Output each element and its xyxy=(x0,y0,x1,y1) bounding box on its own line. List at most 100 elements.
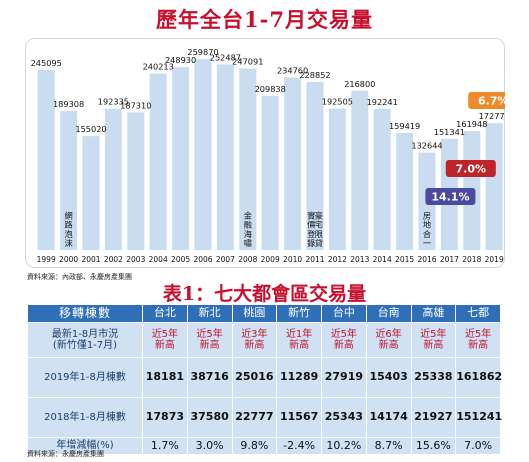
x-label-2017: 2017 xyxy=(440,255,459,264)
bar-2019 xyxy=(485,123,503,250)
bar-2005 xyxy=(172,67,190,250)
bar-2007 xyxy=(216,64,234,250)
value-label-2014: 192241 xyxy=(367,97,398,107)
annotation-2011-1: 實價登錄 xyxy=(307,210,315,248)
value-label-2006: 259870 xyxy=(187,47,218,57)
x-label-2008: 2008 xyxy=(238,255,257,264)
x-label-2018: 2018 xyxy=(462,255,481,264)
table-cell: 3.0% xyxy=(186,437,233,455)
x-label-2001: 2001 xyxy=(81,255,100,264)
table-cell: 161862 xyxy=(455,357,502,398)
table-cell: 近5年 新高 xyxy=(321,322,367,358)
annotation-2011-0: 豪宅限貸 xyxy=(315,210,323,248)
table-cell: 11567 xyxy=(276,397,322,438)
value-label-2007: 252487 xyxy=(210,53,241,63)
chart-title: 歷年全台1-7月交易量 xyxy=(156,7,373,32)
table-cell: 15.6% xyxy=(410,437,457,455)
table-corner-header: 移轉棟數 xyxy=(27,304,143,323)
metro-stats-table: 移轉棟數 台北 新北 桃園 新竹 台中 台南 高雄 七都 最新1-8月市況 (新竹僅1-7月) 近… xyxy=(27,304,502,455)
bar-1999 xyxy=(37,69,55,250)
table-cell: 近3年 新高 xyxy=(231,322,278,358)
table-cell: 近5年 新高 xyxy=(142,322,188,358)
chart-source: 資料來源：內政部、永慶房產集團 xyxy=(27,273,132,281)
table-cell: 近6年 新高 xyxy=(365,322,412,358)
row-label: 最新1-8月市況 (新竹僅1-7月) xyxy=(27,322,143,358)
badge-2019: 6.7% xyxy=(468,92,505,109)
x-label-2013: 2013 xyxy=(350,255,369,264)
table-cell: 近5年 新高 xyxy=(410,322,457,358)
table-cell: 14174 xyxy=(365,397,412,438)
table-cell: 25343 xyxy=(321,397,367,438)
x-label-2002: 2002 xyxy=(104,255,123,264)
x-label-2009: 2009 xyxy=(261,255,280,264)
table-cell: 27919 xyxy=(321,357,367,398)
bar-2014 xyxy=(373,108,391,250)
table-cell: 近5年 新高 xyxy=(186,322,233,358)
table-cell: 近1年 新高 xyxy=(276,322,322,358)
table-cell: 11289 xyxy=(276,357,322,398)
value-label-1999: 245095 xyxy=(31,58,62,68)
value-label-2000: 189308 xyxy=(53,99,84,109)
x-label-2003: 2003 xyxy=(126,255,145,264)
col-header-6: 高雄 xyxy=(410,304,457,323)
x-label-2012: 2012 xyxy=(328,255,347,264)
table-cell: 25016 xyxy=(231,357,278,398)
table-cell: 9.8% xyxy=(231,437,278,455)
col-header-5: 台南 xyxy=(365,304,412,323)
x-label-2019: 2019 xyxy=(485,255,504,264)
x-label-2011: 2011 xyxy=(305,255,324,264)
table-cell: 10.2% xyxy=(321,437,367,455)
table-row: 2018年1-8月棟數 17873 37580 22777 11567 25343 1417… xyxy=(27,397,502,438)
bar-2011 xyxy=(306,81,324,251)
value-label-2015: 159419 xyxy=(389,121,420,131)
bar-2009 xyxy=(261,95,279,250)
table-title: 表1：七大都會區交易量 xyxy=(162,283,367,305)
table-cell: 37580 xyxy=(186,397,233,438)
table-cell: 17873 xyxy=(142,397,188,438)
bar-2015 xyxy=(396,132,414,250)
bar-2012 xyxy=(328,108,346,250)
bar-2010 xyxy=(284,77,302,250)
row-label: 年增減幅(%) xyxy=(27,437,143,455)
col-header-7: 七都 xyxy=(455,304,501,323)
table-source: 資料來源：永慶房產集團 xyxy=(27,450,104,458)
annotation-2016-0: 房地合一 xyxy=(423,210,431,248)
svg-text:6.7%: 6.7% xyxy=(478,95,505,108)
annotation-2008-0: 金融海嘯 xyxy=(244,210,252,248)
value-label-2008: 247091 xyxy=(232,57,263,67)
bar-2006 xyxy=(194,59,212,250)
table-cell: 22777 xyxy=(231,397,278,438)
bar-2001 xyxy=(82,136,100,250)
value-label-2005: 248930 xyxy=(165,55,196,65)
x-label-2010: 2010 xyxy=(283,255,302,264)
value-label-2009: 209838 xyxy=(255,84,286,94)
value-label-2017: 151341 xyxy=(434,127,465,137)
value-label-2016: 132644 xyxy=(411,141,442,151)
col-header-4: 台中 xyxy=(321,304,367,323)
bar-2008 xyxy=(239,68,257,250)
svg-text:14.1%: 14.1% xyxy=(431,191,469,204)
annotation-2000-0: 網路泡沫 xyxy=(64,210,72,248)
x-label-2006: 2006 xyxy=(193,255,212,264)
x-label-2016: 2016 xyxy=(417,255,436,264)
x-label-2007: 2007 xyxy=(216,255,235,264)
col-header-1: 新北 xyxy=(186,304,233,323)
value-label-2010: 234760 xyxy=(277,66,308,76)
value-label-2001: 155020 xyxy=(75,124,106,134)
table-row: 年增減幅(%) 1.7% 3.0% 9.8% -2.4% 10.2% 8.7% 15.6% 7.… xyxy=(27,437,501,455)
svg-text:7.0%: 7.0% xyxy=(456,163,487,176)
bar-2004 xyxy=(149,73,167,250)
table-header-row: 移轉棟數 台北 新北 桃園 新竹 台中 台南 高雄 七都 xyxy=(27,304,501,323)
value-label-2003: 187310 xyxy=(120,100,151,110)
value-label-2013: 216800 xyxy=(344,79,375,89)
x-label-2004: 2004 xyxy=(149,255,168,264)
value-label-2018: 161948 xyxy=(456,119,487,129)
table-cell: 151241 xyxy=(455,397,502,438)
x-label-2005: 2005 xyxy=(171,255,190,264)
value-label-2011: 228852 xyxy=(299,70,330,80)
table-cell: 25338 xyxy=(410,357,457,398)
badge-2017: 14.1% xyxy=(425,188,476,205)
value-label-2002: 192335 xyxy=(98,97,129,107)
table-cell: 7.0% xyxy=(455,437,501,455)
